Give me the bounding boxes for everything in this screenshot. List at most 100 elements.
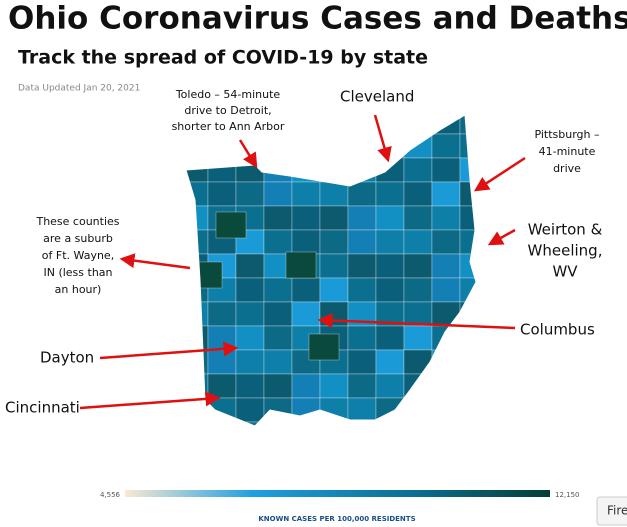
county <box>263 133 293 159</box>
county <box>215 211 247 239</box>
county <box>459 115 476 135</box>
county <box>263 229 293 255</box>
arrow <box>238 139 258 169</box>
county <box>403 397 433 423</box>
arrow <box>487 228 516 246</box>
map <box>186 115 476 426</box>
county <box>235 277 265 303</box>
county <box>291 373 321 399</box>
county <box>291 301 321 327</box>
legend-max: 12,150 <box>555 491 580 499</box>
county <box>263 373 293 399</box>
county <box>263 421 293 426</box>
county <box>319 133 349 159</box>
county <box>186 133 209 159</box>
county <box>319 157 349 183</box>
annotation-line: of Ft. Wayne, <box>42 249 114 262</box>
arrow <box>373 114 392 163</box>
county <box>347 157 377 183</box>
county <box>403 229 433 255</box>
county <box>235 253 265 279</box>
county <box>319 253 349 279</box>
county <box>347 325 377 351</box>
county <box>235 301 265 327</box>
county <box>403 349 433 375</box>
county <box>191 261 223 289</box>
county <box>319 373 349 399</box>
county <box>186 301 209 327</box>
arrow <box>473 156 526 192</box>
county <box>291 229 321 255</box>
county <box>375 181 405 207</box>
county <box>403 253 433 279</box>
county <box>347 229 377 255</box>
county <box>235 325 265 351</box>
county <box>285 251 317 279</box>
county <box>347 253 377 279</box>
county <box>319 181 349 207</box>
county <box>459 157 476 183</box>
title: Ohio Coronavirus Cases and Deaths <box>8 1 627 37</box>
county <box>291 205 321 231</box>
annotation-line: Toledo – 54-minute <box>175 88 281 101</box>
label-dayton: Dayton <box>40 349 94 367</box>
county <box>375 277 405 303</box>
county <box>403 277 433 303</box>
annotation-line: IN (less than <box>43 266 112 279</box>
annotation-line: are a suburb <box>43 232 113 245</box>
county <box>375 205 405 231</box>
county <box>375 349 405 375</box>
county <box>235 421 265 426</box>
county <box>431 229 461 255</box>
county <box>431 325 461 351</box>
county <box>186 229 209 255</box>
county <box>375 325 405 351</box>
county <box>375 373 405 399</box>
county <box>319 115 349 135</box>
county <box>347 115 377 135</box>
county <box>431 421 461 426</box>
county <box>347 277 377 303</box>
county <box>403 373 433 399</box>
county <box>347 421 377 426</box>
county <box>403 157 433 183</box>
county <box>375 253 405 279</box>
county <box>319 277 349 303</box>
county <box>186 181 209 207</box>
county <box>459 397 476 423</box>
county <box>319 421 349 426</box>
county <box>431 373 461 399</box>
county <box>207 325 237 351</box>
county <box>207 373 237 399</box>
county <box>375 157 405 183</box>
annotation-line: Pittsburgh – <box>534 128 599 141</box>
county <box>431 349 461 375</box>
county <box>403 325 433 351</box>
annotation-line: Wheeling, <box>528 242 603 260</box>
county <box>459 325 476 351</box>
arrows <box>79 114 526 410</box>
arrow <box>99 341 239 360</box>
county <box>375 229 405 255</box>
annotation-line: drive <box>553 162 581 175</box>
button[interactable] <box>596 496 627 526</box>
county <box>403 181 433 207</box>
county <box>291 397 321 423</box>
county <box>431 115 461 135</box>
button-label[interactable]: Fire <box>607 504 627 518</box>
county <box>347 181 377 207</box>
annotation-line: an hour) <box>55 283 102 296</box>
county <box>291 115 321 135</box>
county <box>459 373 476 399</box>
arrow <box>79 391 221 410</box>
county <box>403 301 433 327</box>
county <box>263 157 293 183</box>
county <box>235 349 265 375</box>
county <box>235 397 265 423</box>
legend-bar <box>125 490 550 497</box>
county <box>403 421 433 426</box>
county <box>235 181 265 207</box>
county <box>375 133 405 159</box>
county <box>375 421 405 426</box>
